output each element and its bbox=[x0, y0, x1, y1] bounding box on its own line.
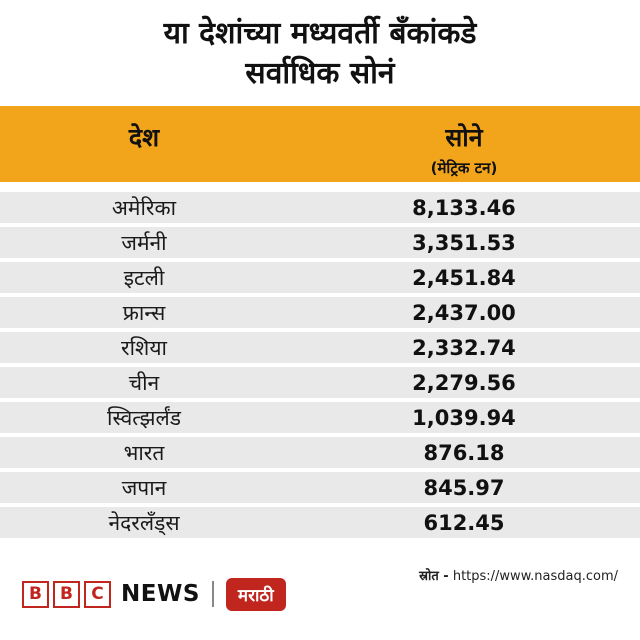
country-cell: इटली bbox=[123, 265, 165, 290]
country-cell: भारत bbox=[123, 440, 165, 465]
table-header: देश सोने (मेट्रिक टन) bbox=[0, 106, 640, 182]
value-cell: 845.97 bbox=[423, 475, 505, 500]
table-row: जर्मनी 3,351.53 bbox=[0, 227, 640, 258]
table-row: नेदरलँड्स 612.45 bbox=[0, 507, 640, 538]
value-cell: 2,437.00 bbox=[412, 300, 516, 325]
footer: B B C NEWS मराठी स्रोत - https://www.nas… bbox=[0, 548, 640, 640]
table-row: चीन 2,279.56 bbox=[0, 367, 640, 398]
header-country-label: देश bbox=[128, 123, 160, 152]
bbc-block-c: C bbox=[84, 580, 111, 608]
table-row: भारत 876.18 bbox=[0, 437, 640, 468]
table-row: अमेरिका 8,133.46 bbox=[0, 192, 640, 223]
country-cell: नेदरलँड्स bbox=[108, 510, 180, 535]
title-line-1: या देशांच्या मध्यवर्ती बँकांकडे bbox=[163, 16, 477, 51]
value-cell: 612.45 bbox=[423, 510, 505, 535]
bbc-block-b1: B bbox=[22, 580, 49, 608]
table-row: स्वित्झर्लंड 1,039.94 bbox=[0, 402, 640, 433]
table-row: इटली 2,451.84 bbox=[0, 262, 640, 293]
brand-divider bbox=[211, 581, 214, 607]
value-cell: 8,133.46 bbox=[412, 195, 516, 220]
value-cell: 2,279.56 bbox=[412, 370, 516, 395]
bbc-block-b2: B bbox=[53, 580, 80, 608]
title-line-2: सर्वाधिक सोनं bbox=[245, 56, 395, 91]
news-wordmark: NEWS bbox=[121, 581, 200, 607]
country-cell: जर्मनी bbox=[121, 230, 167, 255]
table-row: फ्रान्स 2,437.00 bbox=[0, 297, 640, 328]
header-gold-label: सोने bbox=[445, 123, 483, 152]
header-country-cell: देश bbox=[0, 106, 288, 182]
table-row: जपान 845.97 bbox=[0, 472, 640, 503]
header-gold-cell: सोने (मेट्रिक टन) bbox=[288, 106, 640, 182]
page-title: या देशांच्या मध्यवर्ती बँकांकडे सर्वाधिक… bbox=[0, 0, 640, 94]
header-gold-unit: (मेट्रिक टन) bbox=[430, 159, 498, 177]
bbc-blocks-icon: B B C bbox=[22, 580, 111, 608]
country-cell: फ्रान्स bbox=[122, 300, 166, 325]
value-cell: 3,351.53 bbox=[412, 230, 516, 255]
source-url: https://www.nasdaq.com/ bbox=[452, 569, 618, 584]
source-credit: स्रोत - https://www.nasdaq.com/ bbox=[419, 566, 618, 584]
value-cell: 2,451.84 bbox=[412, 265, 516, 290]
table-row: रशिया 2,332.74 bbox=[0, 332, 640, 363]
country-cell: अमेरिका bbox=[111, 195, 177, 220]
bbc-news-marathi-logo: B B C NEWS मराठी bbox=[22, 577, 286, 611]
country-cell: स्वित्झर्लंड bbox=[107, 405, 181, 430]
value-cell: 1,039.94 bbox=[412, 405, 516, 430]
country-cell: रशिया bbox=[121, 335, 167, 360]
marathi-badge: मराठी bbox=[225, 577, 286, 611]
table-body: अमेरिका 8,133.46 जर्मनी 3,351.53 इटली 2,… bbox=[0, 192, 640, 538]
country-cell: जपान bbox=[121, 475, 167, 500]
value-cell: 876.18 bbox=[423, 440, 505, 465]
source-label: स्रोत - bbox=[419, 569, 449, 584]
country-cell: चीन bbox=[128, 370, 160, 395]
value-cell: 2,332.74 bbox=[412, 335, 516, 360]
